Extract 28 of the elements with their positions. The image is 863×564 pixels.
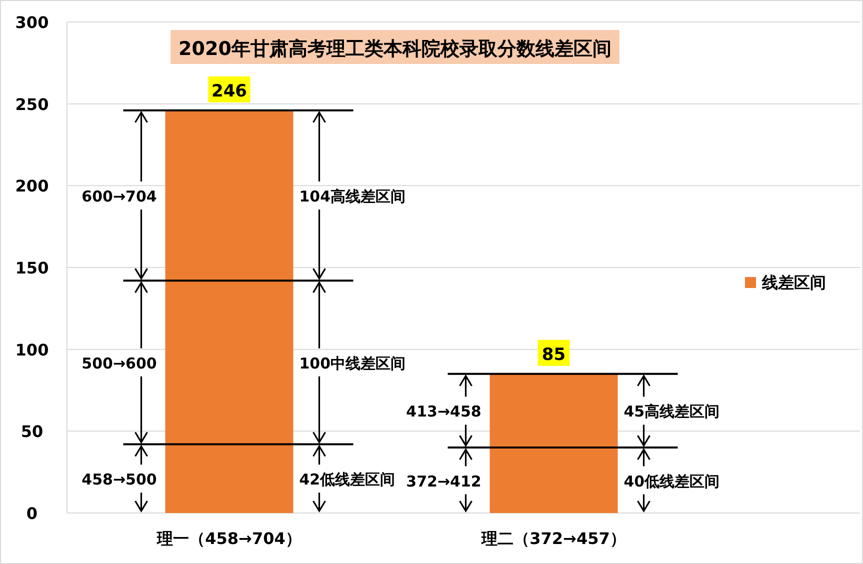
annotation: 600→704: [82, 187, 157, 206]
annotation: 42低线差区间: [299, 470, 396, 489]
annotation: 100中线差区间: [299, 354, 406, 372]
bar: [165, 280, 294, 444]
y-tick-label: 50: [20, 422, 44, 442]
annotation: 45高线差区间: [624, 402, 720, 421]
annotation: 104高线差区间: [299, 187, 406, 206]
y-tick-label: 300: [15, 13, 49, 32]
y-tick-label: 150: [15, 258, 49, 278]
annotation: 40低线差区间: [624, 472, 720, 490]
y-tick-label: 0: [26, 504, 38, 523]
annotation: 413→458: [406, 402, 482, 421]
annotation: 372→412: [406, 472, 482, 490]
bar: [490, 374, 618, 448]
bar: [165, 444, 294, 513]
y-tick-label: 200: [15, 176, 49, 196]
y-tick-label: 100: [15, 340, 49, 360]
y-tick-label: 250: [15, 94, 49, 114]
bar: [165, 110, 294, 281]
legend-label: 线差区间: [761, 273, 826, 292]
text: 2020年甘肃高考理工类本科院校录取分数线差区间: [178, 38, 612, 60]
x-tick-label: 理一（458→704）: [156, 529, 302, 548]
total-label: 85: [542, 344, 566, 365]
bar: [490, 448, 618, 513]
annotation: 458→500: [82, 470, 157, 489]
x-tick-label: 理二（372→457）: [480, 529, 626, 548]
total-label: 246: [212, 81, 247, 102]
annotation: 500→600: [82, 354, 157, 372]
